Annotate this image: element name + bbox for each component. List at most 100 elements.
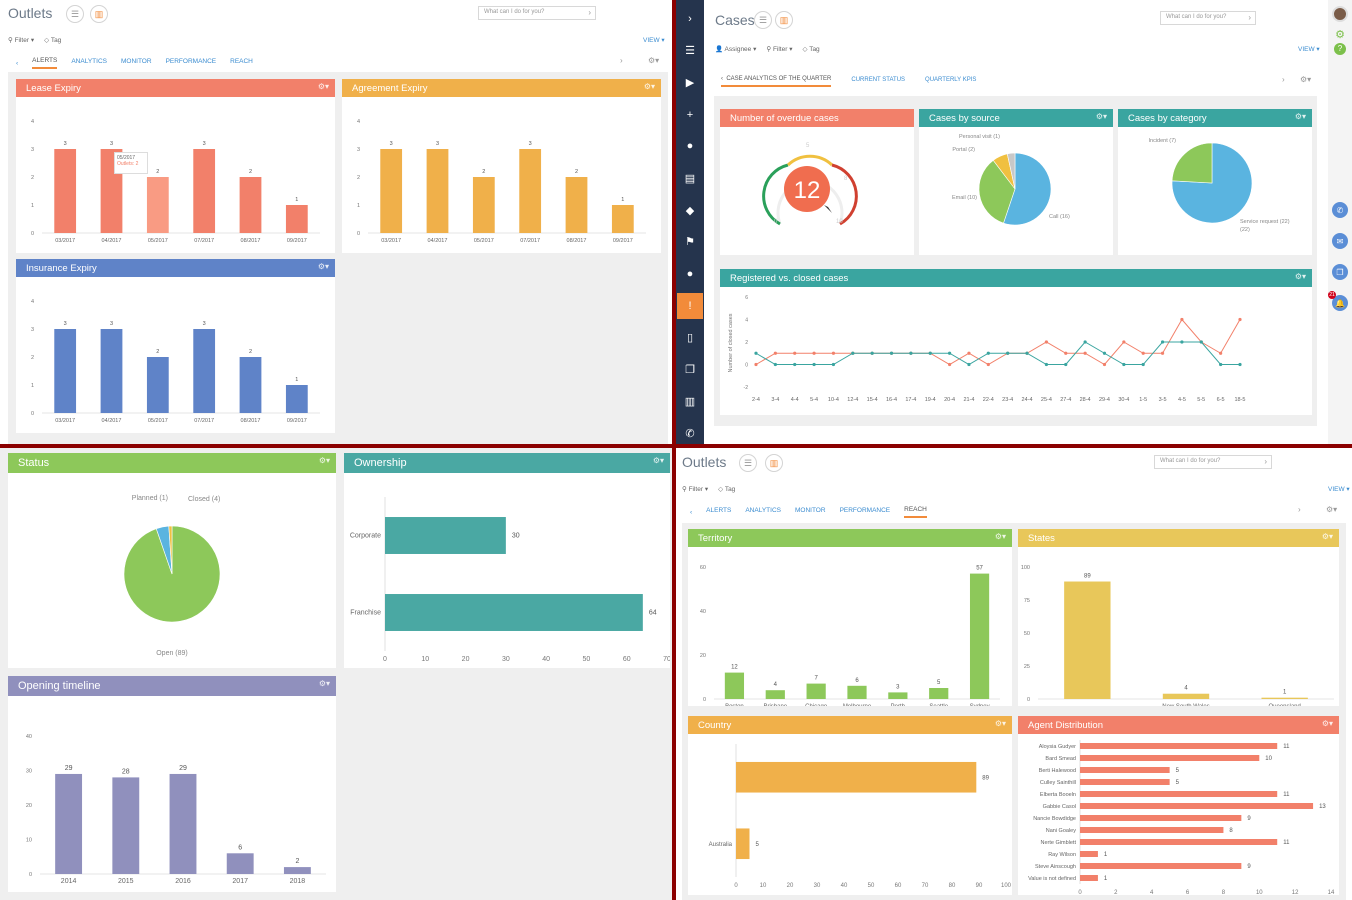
analytics-view-button[interactable]: ▥ [90,5,108,23]
tab-reach[interactable]: REACH [904,506,927,518]
tab-alerts[interactable]: ALERTS [32,57,58,69]
plus-icon[interactable]: + [686,108,694,121]
lease-expiry-panel: Lease Expiry ⚙▾ 0 1 2 3 4 3 03/2017 3 04/2017 2 05/… [16,79,335,253]
user-icon[interactable]: ● [686,267,694,280]
panel-settings-icon[interactable]: ⚙▾ [994,532,1006,541]
series-point [773,351,777,355]
panel-settings-icon[interactable]: ⚙▾ [1321,532,1333,541]
data-label: 1 [1283,690,1287,696]
panel-settings-icon[interactable]: ⚙▾ [994,719,1006,728]
data-label: 2 [249,169,252,175]
cases-section: › ☰ ▶ + ● ▤ ◆ ⚑ ●! ▯ ❐ ▥ ✆ Cases ☰ ▥ What can I do f… [676,0,1352,446]
bar [285,385,308,413]
panel-settings-icon[interactable]: ⚙▾ [318,456,330,465]
series-point [870,351,874,355]
tab-performance[interactable]: PERFORMANCE [165,58,217,65]
phone-icon[interactable]: ✆ [1332,202,1348,218]
building-icon[interactable]: ▤ [684,172,696,185]
analytics-view-button[interactable]: ▥ [775,11,793,29]
command-search-input[interactable]: What can I do for you? › [1154,455,1272,469]
tag-button[interactable]: ◇ Tag [44,37,62,44]
panel-settings-icon[interactable]: ⚙▾ [1294,112,1306,121]
bar [1080,815,1242,821]
assignee-button[interactable]: 👤 Assignee ▾ [715,46,757,53]
tabs-next-icon[interactable]: › [620,56,623,65]
contact-icon[interactable]: ● [686,140,694,153]
play-icon[interactable]: ▶ [685,77,695,90]
book-icon[interactable]: ▯ [686,332,694,345]
x-tick-label: 4-4 [791,397,799,403]
data-label: 3 [110,141,113,147]
settings-icon[interactable]: ⚙▾ [1300,75,1312,84]
tab-quarterly-kpis[interactable]: QUARTERLY KPIS [925,77,977,83]
agent-distribution-panel: Agent Distribution ⚙▾ 0 2 4 6 8 10 12 14 11 Aloysi… [1018,716,1339,895]
filter-button[interactable]: ⚲ Filter ▾ [682,486,709,493]
tabs-next-icon[interactable]: › [1298,505,1301,514]
data-label: 2 [575,169,578,175]
phone-icon[interactable]: ✆ [685,427,695,440]
filter-button[interactable]: ⚲ Filter ▾ [8,37,35,44]
tab-performance[interactable]: PERFORMANCE [839,507,891,514]
tag-button[interactable]: ◇ Tag [718,486,736,493]
case-icon[interactable]: ! [677,292,703,319]
x-tick-label: 19-4 [925,397,936,403]
series-point [986,351,990,355]
tab-case-analytics[interactable]: ‹ CASE ANALYTICS OF THE QUARTER [721,76,832,87]
notification-icon[interactable]: 🔔 21 [1328,291,1348,311]
tabs-prev-icon[interactable]: ‹ [16,59,19,67]
panel-settings-icon[interactable]: ⚙▾ [1321,719,1333,728]
tab-current-status[interactable]: CURRENT STATUS [851,77,906,83]
list-view-button[interactable]: ☰ [754,11,772,29]
analytics-view-button[interactable]: ▥ [765,454,783,472]
panel-settings-icon[interactable]: ⚙▾ [1095,112,1107,121]
chart-icon[interactable]: ▥ [684,395,696,408]
x-tick-label: 18-5 [1234,397,1245,403]
view-button[interactable]: VIEW ▾ [1328,486,1350,493]
panel-settings-icon[interactable]: ⚙▾ [652,456,664,465]
command-search-input[interactable]: What can I do for you? › [478,6,596,20]
list-view-button[interactable]: ☰ [739,454,757,472]
y-tick-label: 10 [26,838,32,844]
panel-settings-icon[interactable]: ⚙▾ [318,679,330,688]
tab-alerts[interactable]: ALERTS [706,507,732,514]
settings-icon[interactable]: ⚙▾ [1326,505,1338,514]
tabs-next-icon[interactable]: › [1282,75,1285,84]
tag-button[interactable]: ◇ Tag [802,46,820,53]
list-view-button[interactable]: ☰ [66,5,84,23]
tab-monitor[interactable]: MONITOR [794,507,826,514]
y-tick-label: Culley Sainthill [1040,780,1076,786]
filter-button[interactable]: ⚲ Filter ▾ [766,46,793,53]
y-tick-label: 20 [700,653,706,659]
chat-icon[interactable]: ❐ [685,363,695,376]
chevron-right-icon[interactable]: › [688,12,692,25]
help-icon[interactable]: ? [1334,43,1346,55]
email-icon[interactable]: ✉ [1332,233,1348,249]
gear-icon[interactable]: ⚙ [1335,29,1345,41]
panel-settings-icon[interactable]: ⚙▾ [317,262,329,271]
tab-reach[interactable]: REACH [230,58,253,65]
settings-icon[interactable]: ⚙▾ [648,56,660,65]
tabs-prev-icon[interactable]: ‹ [690,508,693,516]
agreement-expiry-chart: 0 1 2 3 4 3 03/2017 3 04/2017 2 05/2017 3 07/2017 2 08… [357,119,646,244]
y-tick-label: 0 [31,411,34,417]
panel-settings-icon[interactable]: ⚙▾ [317,82,329,91]
x-tick-label: 21-4 [963,397,974,403]
panel-settings-icon[interactable]: ⚙▾ [1294,272,1306,281]
avatar[interactable] [1332,6,1348,22]
panel-settings-icon[interactable]: ⚙▾ [643,82,655,91]
tab-monitor[interactable]: MONITOR [120,58,152,65]
data-label: 2 [295,858,299,865]
tab-analytics[interactable]: ANALYTICS [71,58,107,65]
panel-header: Territory ⚙▾ [688,529,1012,547]
command-search-input[interactable]: What can I do for you? › [1160,11,1256,25]
panel-header: Number of overdue cases [720,109,914,127]
view-button[interactable]: VIEW ▾ [643,37,665,44]
data-label: 89 [1084,574,1091,580]
flag-icon[interactable]: ⚑ [685,236,695,249]
view-button[interactable]: VIEW ▾ [1298,46,1320,53]
menu-icon[interactable]: ☰ [685,45,695,58]
chart-tooltip: 05/2017 Outlets: 2 [114,152,148,174]
feed-icon[interactable]: ❐ [1332,264,1348,280]
tab-analytics[interactable]: ANALYTICS [745,507,781,514]
account-icon[interactable]: ◆ [685,204,695,217]
